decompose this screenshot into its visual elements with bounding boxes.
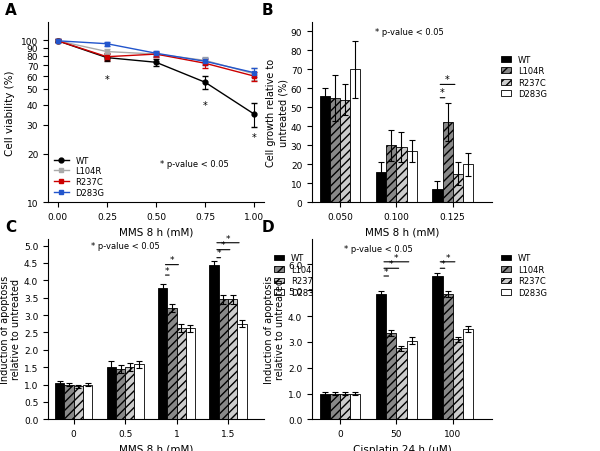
Bar	[350, 394, 361, 419]
Bar	[443, 295, 452, 419]
Text: *: *	[203, 101, 208, 110]
Bar	[320, 394, 330, 419]
Bar	[452, 175, 463, 203]
Bar	[407, 341, 416, 419]
Bar	[83, 385, 92, 419]
Bar	[219, 300, 228, 419]
X-axis label: MMS 8 h (mM): MMS 8 h (mM)	[119, 444, 193, 451]
Bar	[397, 349, 407, 419]
Text: A: A	[5, 3, 17, 18]
Bar	[330, 394, 340, 419]
Bar	[55, 383, 64, 419]
Text: * p-value < 0.05: * p-value < 0.05	[91, 241, 160, 250]
Text: *: *	[389, 260, 394, 269]
Text: *: *	[104, 74, 109, 85]
Text: C: C	[5, 220, 16, 235]
X-axis label: MMS 8 h (mM): MMS 8 h (mM)	[365, 227, 439, 237]
Bar	[167, 308, 176, 419]
Text: *: *	[440, 87, 445, 98]
Bar	[386, 146, 397, 203]
Text: *: *	[221, 241, 226, 250]
Y-axis label: Cell viability (%): Cell viability (%)	[5, 70, 16, 156]
Bar	[340, 394, 350, 419]
X-axis label: Cisplatin 24 h (μM): Cisplatin 24 h (μM)	[353, 444, 451, 451]
Bar	[125, 368, 134, 419]
Bar	[320, 97, 330, 203]
Bar	[350, 70, 361, 203]
Legend: WT, L104R, R237C, D283G: WT, L104R, R237C, D283G	[52, 155, 106, 199]
Bar	[116, 369, 125, 419]
Text: *: *	[445, 253, 450, 262]
Text: *: *	[170, 256, 174, 265]
Legend: WT, L104R, R237C, D283G: WT, L104R, R237C, D283G	[500, 252, 549, 299]
Bar	[64, 385, 74, 419]
Bar	[376, 295, 386, 419]
Bar	[443, 123, 452, 203]
Legend: WT, L104R, R237C, D283G: WT, L104R, R237C, D283G	[272, 252, 322, 299]
Bar	[463, 329, 473, 419]
Text: *: *	[226, 235, 230, 244]
Text: * p-value < 0.05: * p-value < 0.05	[375, 28, 444, 37]
Y-axis label: Cell growth relative to
untreated (%): Cell growth relative to untreated (%)	[266, 59, 288, 167]
Y-axis label: Induction of apoptosis
relative to untreated: Induction of apoptosis relative to untre…	[263, 275, 285, 383]
Bar	[397, 148, 407, 203]
Bar	[176, 328, 186, 419]
Bar	[228, 300, 237, 419]
Bar	[340, 101, 350, 203]
Bar	[209, 265, 219, 419]
Bar	[330, 98, 340, 203]
Y-axis label: Induction of apoptosis
relative to untreated: Induction of apoptosis relative to untre…	[0, 275, 21, 383]
Bar	[107, 368, 116, 419]
Bar	[452, 340, 463, 419]
Text: *: *	[394, 253, 398, 262]
Bar	[376, 173, 386, 203]
Text: D: D	[262, 220, 274, 235]
Text: *: *	[217, 249, 221, 258]
X-axis label: MMS 8 h (mM): MMS 8 h (mM)	[119, 227, 193, 237]
Text: *: *	[165, 266, 170, 275]
Bar	[74, 387, 83, 419]
Bar	[433, 276, 443, 419]
Bar	[237, 324, 247, 419]
Legend: WT, L104R, R237C, D283G: WT, L104R, R237C, D283G	[500, 54, 549, 101]
Text: B: B	[262, 3, 273, 18]
Text: *: *	[252, 133, 257, 143]
Bar	[386, 333, 397, 419]
Bar	[186, 328, 195, 419]
Bar	[463, 165, 473, 203]
Text: *: *	[445, 74, 450, 84]
Text: * p-value < 0.05: * p-value < 0.05	[160, 160, 229, 169]
Text: * p-value < 0.05: * p-value < 0.05	[344, 245, 413, 253]
Text: *: *	[384, 267, 389, 276]
Text: *: *	[440, 260, 445, 269]
Bar	[433, 190, 443, 203]
Bar	[158, 288, 167, 419]
Bar	[134, 364, 143, 419]
Bar	[407, 152, 416, 203]
